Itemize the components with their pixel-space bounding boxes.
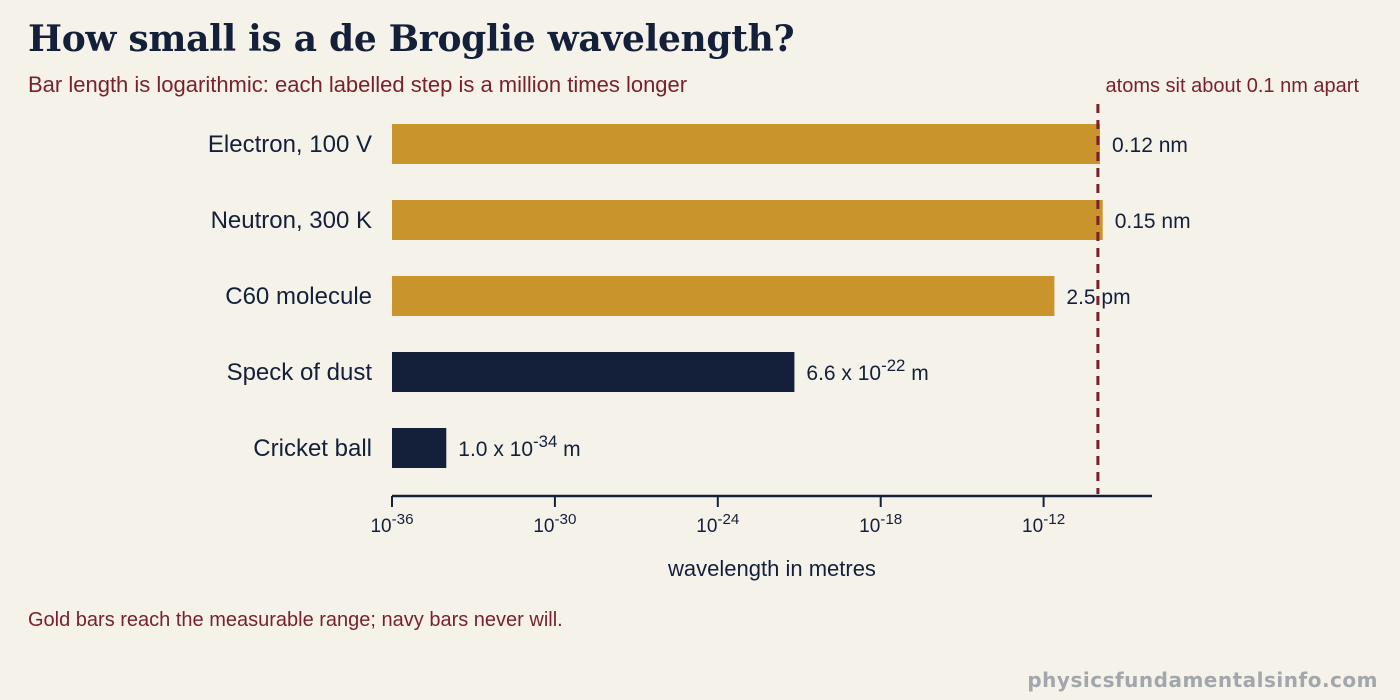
x-tick-label: 10-30 (533, 511, 576, 538)
reference-line-label: atoms sit about 0.1 nm apart (1106, 75, 1360, 97)
bar (392, 276, 1055, 316)
superscript: -34 (533, 432, 557, 451)
x-tick-label: 10-18 (859, 511, 902, 538)
chart-title: How small is a de Broglie wavelength? (28, 18, 795, 60)
value-label: 0.12 nm (1112, 134, 1188, 157)
label-tail: m (905, 362, 928, 385)
category-label: Neutron, 300 K (211, 207, 372, 234)
value-label: 1.0 x 10-34 m (458, 432, 580, 462)
label-tail: m (557, 438, 580, 461)
x-tick-label: 10-24 (696, 511, 739, 538)
category-label: C60 molecule (225, 283, 372, 310)
chart-footnote: Gold bars reach the measurable range; na… (28, 609, 563, 631)
x-tick-label: 10-12 (1022, 511, 1065, 538)
bar (392, 200, 1103, 240)
category-label: Electron, 100 V (208, 131, 372, 158)
superscript: -24 (717, 511, 739, 528)
category-label: Cricket ball (253, 435, 372, 462)
superscript: -36 (392, 511, 414, 528)
x-axis-title: wavelength in metres (667, 556, 876, 581)
category-label: Speck of dust (227, 359, 373, 386)
superscript: -30 (554, 511, 576, 528)
x-tick-label: 10-36 (370, 511, 413, 538)
bar (392, 352, 795, 392)
value-label: 0.15 nm (1115, 210, 1191, 233)
chart-subtitle: Bar length is logarithmic: each labelled… (28, 72, 688, 97)
bar (392, 124, 1100, 164)
superscript: -12 (1043, 511, 1065, 528)
superscript: -18 (880, 511, 902, 528)
superscript: -22 (881, 356, 905, 375)
watermark: physicsfundamentalsinfo.com (1027, 668, 1378, 692)
value-label: 6.6 x 10-22 m (806, 356, 928, 386)
bar (392, 428, 447, 468)
